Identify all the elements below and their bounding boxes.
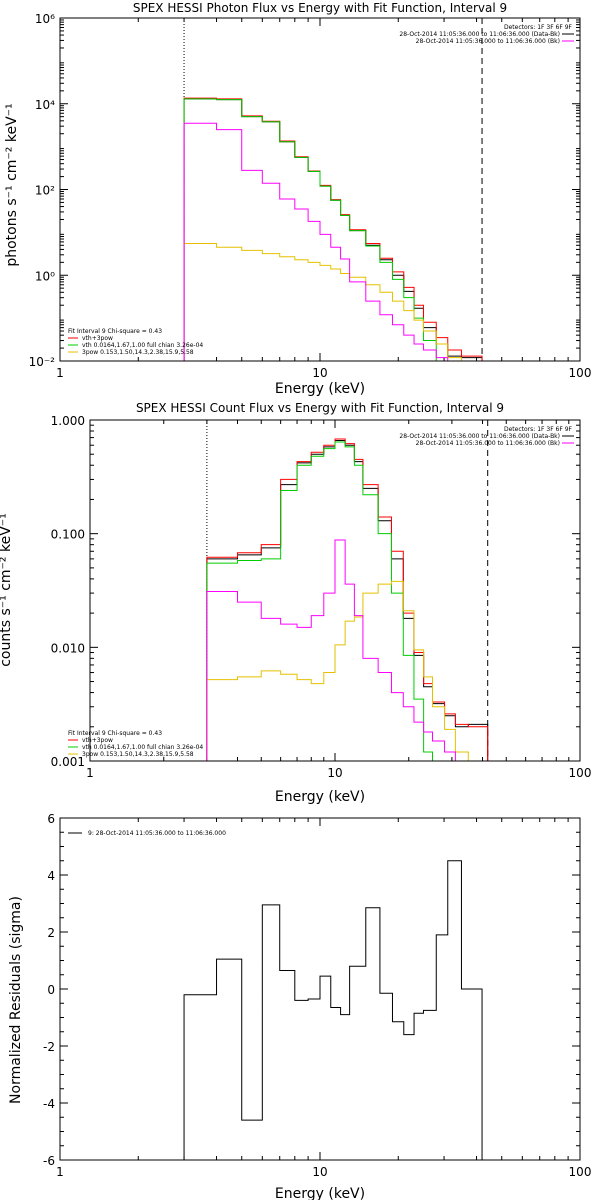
residuals-x-tick-label: 10 bbox=[312, 1165, 327, 1179]
count-x-tick-label: 1 bbox=[86, 766, 94, 780]
count-panel-title: SPEX HESSI Count Flux vs Energy with Fit… bbox=[136, 401, 504, 415]
count-series-thermal bbox=[206, 441, 488, 762]
residuals-x-tick-label: 1 bbox=[56, 1165, 64, 1179]
photon-panel-fit-legend: Fit Interval 9 Chi-square = 0.43 vth+3po… bbox=[68, 328, 203, 356]
photon-fit-heading: Fit Interval 9 Chi-square = 0.43 bbox=[68, 328, 162, 335]
residuals-y-tick-label: -2 bbox=[43, 1040, 55, 1054]
count-y-tick-label: 1.000 bbox=[51, 414, 85, 428]
count-y-tick-label: 0.001 bbox=[51, 755, 85, 769]
photon-x-tick-label: 10 bbox=[312, 366, 327, 380]
count-panel-xlabel: Energy (keV) bbox=[275, 789, 365, 805]
residuals-series-data bbox=[183, 860, 483, 1160]
count-x-tick-label: 100 bbox=[569, 766, 592, 780]
photon-header-detectors: Detectors: 1F 3F 6F 9F bbox=[504, 24, 573, 31]
photon-panel-ylabel: photons s⁻¹ cm⁻² keV⁻¹ bbox=[4, 103, 20, 266]
photon-y-tick-label: 10⁴ bbox=[35, 98, 55, 112]
residuals-y-tick-label: -6 bbox=[43, 1154, 55, 1168]
residuals-panel: Energy (keV) Normalized Residuals (sigma… bbox=[8, 812, 591, 1200]
count-header-bk-interval: 28-Oct-2014 11:05:36.000 to 11:06:36.000… bbox=[416, 440, 560, 447]
residuals-y-tick-label: 4 bbox=[47, 869, 55, 883]
residuals-x-tick-label: 100 bbox=[569, 1165, 592, 1179]
photon-header-data-interval: 28-Oct-2014 11:05:36.000 to 11:06:36.000… bbox=[399, 31, 560, 38]
count-fit-vth-label: vth 0.0164,1.67,1.00 full chian 3.26e-04 bbox=[82, 744, 203, 751]
photon-y-tick-label: 10⁶ bbox=[35, 12, 55, 26]
count-panel-ylabel: counts s⁻¹ cm⁻² keV⁻¹ bbox=[0, 513, 14, 667]
residuals-panel-frame bbox=[59, 817, 581, 1161]
photon-panel-ticks: 1 10 100 10⁻² 10⁰ 10² 10⁴ 10⁶ bbox=[29, 12, 592, 380]
photon-fit-3pow-label: 3pow 0.153,1.50,14.3,2.38,15.9,5.58 bbox=[82, 349, 194, 356]
count-y-tick-label: 0.010 bbox=[51, 641, 85, 655]
photon-panel-xlabel: Energy (keV) bbox=[275, 381, 365, 397]
count-panel-ticks: 1 10 100 0.001 0.010 0.100 1.000 bbox=[51, 414, 592, 780]
photon-y-tick-label: 10⁰ bbox=[35, 269, 55, 283]
residuals-panel-xlabel: Energy (keV) bbox=[275, 1186, 365, 1200]
count-fit-total-label: vth+3pow bbox=[82, 737, 113, 744]
residuals-legend-label: 9: 28-Oct-2014 11:05:36.000 to 11:06:36.… bbox=[88, 830, 226, 837]
photon-panel-header-legend: Detectors: 1F 3F 6F 9F 28-Oct-2014 11:05… bbox=[399, 24, 574, 45]
photon-series-background bbox=[183, 122, 483, 362]
residuals-panel-ylabel: Normalized Residuals (sigma) bbox=[8, 896, 24, 1104]
count-flux-panel: SPEX HESSI Count Flux vs Energy with Fit… bbox=[0, 401, 591, 805]
photon-series-thermal bbox=[183, 98, 483, 362]
residuals-panel-series bbox=[183, 860, 483, 1160]
residuals-y-tick-label: 0 bbox=[47, 983, 55, 997]
count-fit-heading: Fit Interval 9 Chi-square = 0.43 bbox=[68, 730, 162, 737]
count-y-tick-label: 0.100 bbox=[51, 528, 85, 542]
photon-panel-series bbox=[183, 18, 483, 362]
photon-x-tick-label: 100 bbox=[569, 366, 592, 380]
count-series-background bbox=[206, 539, 488, 762]
count-x-tick-label: 10 bbox=[327, 766, 342, 780]
photon-fit-total-label: vth+3pow bbox=[82, 335, 113, 342]
residuals-y-tick-label: -4 bbox=[43, 1097, 55, 1111]
photon-panel-frame bbox=[59, 17, 581, 362]
count-panel-frame bbox=[89, 419, 581, 762]
photon-y-tick-label: 10⁻² bbox=[29, 355, 56, 369]
residuals-y-tick-label: 6 bbox=[47, 812, 55, 826]
count-header-data-interval: 28-Oct-2014 11:05:36.000 to 11:06:36.000… bbox=[399, 433, 560, 440]
photon-x-tick-label: 1 bbox=[56, 366, 64, 380]
count-fit-3pow-label: 3pow 0.153,1.50,14.3,2.38,15.9,5.58 bbox=[82, 751, 194, 758]
photon-panel-title: SPEX HESSI Photon Flux vs Energy with Fi… bbox=[133, 1, 507, 15]
count-panel-series bbox=[206, 420, 489, 762]
photon-y-tick-label: 10² bbox=[35, 184, 55, 198]
count-header-detectors: Detectors: 1F 3F 6F 9F bbox=[504, 426, 573, 433]
photon-flux-panel: SPEX HESSI Photon Flux vs Energy with Fi… bbox=[4, 1, 591, 397]
residuals-panel-legend: 9: 28-Oct-2014 11:05:36.000 to 11:06:36.… bbox=[68, 830, 226, 837]
count-panel-fit-legend: Fit Interval 9 Chi-square = 0.43 vth+3po… bbox=[68, 730, 203, 758]
photon-header-bk-interval: 28-Oct-2014 11:05:36.000 to 11:06:36.000… bbox=[416, 38, 560, 45]
count-panel-header-legend: Detectors: 1F 3F 6F 9F 28-Oct-2014 11:05… bbox=[399, 426, 574, 447]
photon-fit-vth-label: vth 0.0164,1.67,1.00 full chian 3.26e-04 bbox=[82, 342, 203, 349]
residuals-y-tick-label: 2 bbox=[47, 926, 55, 940]
